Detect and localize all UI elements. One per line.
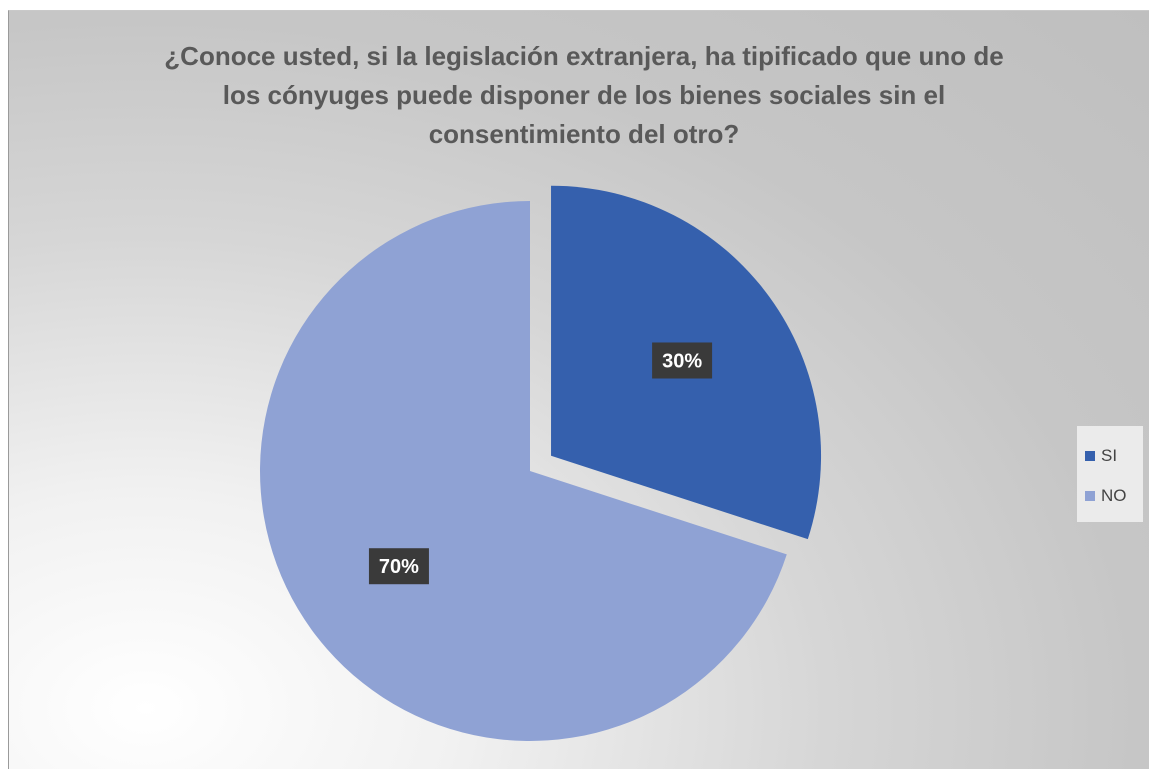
chart-title-line-1: ¿Conoce usted, si la legislación extranj… [164, 41, 1004, 71]
legend-item-no: NO [1085, 476, 1143, 516]
chart-title-line-2: los cónyuges puede disponer de los biene… [222, 80, 946, 110]
legend-swatch-si [1085, 451, 1095, 461]
legend-swatch-no [1085, 491, 1095, 501]
legend-item-si: SI [1085, 436, 1143, 476]
data-label-box [368, 548, 429, 585]
legend-label-no: NO [1101, 486, 1127, 505]
pie-slice-no [260, 201, 787, 741]
chart-title-line-3: consentimiento del otro? [428, 119, 740, 149]
data-label-box [652, 342, 713, 379]
legend: SI NO [1077, 426, 1143, 522]
pie-chart: 30% 70% [260, 185, 822, 741]
chart-area: ¿Conoce usted, si la legislación extranj… [8, 10, 1149, 769]
data-label-text: 70% [379, 556, 419, 578]
data-label-no: 70% [368, 548, 429, 585]
data-label-text: 30% [662, 350, 702, 372]
legend-label-si: SI [1101, 446, 1118, 465]
chart-title: ¿Conoce usted, si la legislación extranj… [119, 37, 1049, 154]
data-label-si: 30% [652, 342, 713, 379]
